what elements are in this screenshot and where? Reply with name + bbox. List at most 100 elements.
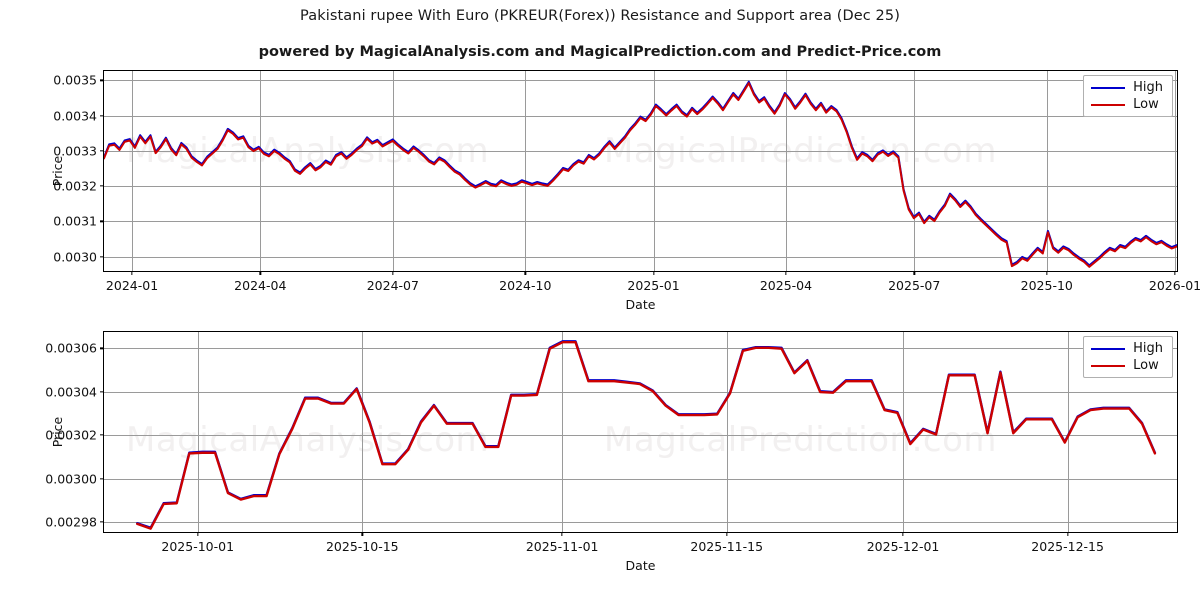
upper-chart-axes: MagicalAnalysis.com MagicalPrediction.co… [50,70,1200,312]
legend-label-low-lower: Low [1133,358,1159,373]
page-subtitle: powered by MagicalAnalysis.com and Magic… [258,44,942,60]
gridline-vertical [525,71,527,271]
upper-yaxis-label: Price [49,155,65,187]
gridline-horizontal [104,348,1177,350]
ytick-label: 0.0032 [53,178,97,194]
gridline-vertical [562,332,564,532]
legend-label-high-lower: High [1133,341,1163,356]
xtick-mark [392,271,394,275]
ytick-mark [100,220,104,222]
xtick-label: 2025-07 [888,278,941,293]
ytick-label: 0.00300 [45,471,97,487]
ytick-label: 0.00306 [45,340,97,356]
ytick-label: 0.00302 [45,427,97,443]
legend-swatch-low [1091,103,1126,106]
xtick-mark [524,271,526,275]
ytick-label: 0.00298 [45,514,97,530]
legend-swatch-high-lower [1091,347,1126,350]
gridline-vertical [392,71,394,271]
upper-chart-plot [104,71,1177,273]
ytick-mark [100,347,104,349]
xtick-label: 2025-04 [759,278,813,293]
xtick-label: 2024-07 [366,278,419,293]
legend-row-high: High [1091,81,1163,94]
lower-chart-plot [104,332,1177,534]
gridline-horizontal [104,80,1177,82]
gridline-horizontal [104,391,1177,393]
ytick-label: 0.0034 [53,108,97,124]
lower-yaxis-label: Price [49,416,65,448]
lower-chart-legend: High Low [1083,336,1173,378]
xtick-label: 2025-12-15 [1031,539,1104,554]
xtick-mark [361,532,363,536]
xtick-mark [1046,271,1048,275]
legend-row-low: Low [1091,98,1163,111]
legend-row-high-lower: High [1091,342,1163,355]
legend-label-high: High [1133,80,1163,95]
xtick-mark [785,271,787,275]
lower-xaxis-label: Date [625,558,656,573]
lower-chart-axes: MagicalAnalysis.com MagicalPrediction.co… [45,331,1178,573]
xtick-label: 2025-11-01 [525,539,599,554]
ytick-label: 0.0031 [53,213,97,229]
ytick-mark [100,391,104,393]
xtick-mark [1174,271,1176,275]
gridline-horizontal [104,256,1177,258]
xtick-mark [652,271,655,275]
gridline-vertical [132,71,134,271]
ytick-mark [100,185,104,187]
xtick-label: 2025-10-01 [161,539,235,554]
xtick-mark [259,271,261,275]
ytick-mark [100,79,104,81]
gridline-vertical [726,332,728,532]
ytick-mark [100,255,104,258]
series-line-low [137,342,1155,528]
xtick-mark [726,532,728,536]
ytick-mark [100,434,104,436]
series-line-high [104,82,1177,266]
ytick-mark [100,477,104,480]
ytick-label: 0.0035 [53,72,97,88]
legend-swatch-high [1091,86,1126,89]
legend-swatch-low-lower [1091,364,1126,367]
ytick-mark [100,521,104,523]
xtick-label: 2024-04 [234,278,287,293]
gridline-vertical [903,332,905,532]
ytick-label: 0.0033 [53,143,97,159]
xtick-label: 2025-10 [1020,278,1073,293]
gridline-vertical [260,71,262,271]
page-title: Pakistani rupee With Euro (PKREUR(Forex)… [300,8,900,24]
xtick-label: 2025-12-01 [866,539,940,554]
gridline-horizontal [104,522,1177,524]
xtick-mark [131,271,133,275]
ytick-label: 0.00304 [45,384,97,400]
gridline-horizontal [104,186,1177,188]
xtick-mark [1066,532,1069,536]
gridline-vertical [914,71,916,271]
ytick-mark [100,114,104,117]
gridline-horizontal [104,221,1177,223]
gridline-vertical [362,332,364,532]
ytick-label: 0.0030 [53,249,97,265]
gridline-vertical [1067,332,1069,532]
xtick-label: 2025-01 [627,278,680,293]
gridline-vertical [197,332,199,532]
gridline-vertical [785,71,787,271]
gridline-horizontal [104,478,1177,480]
legend-label-low: Low [1133,97,1159,112]
gridline-vertical [653,71,655,271]
xtick-mark [197,532,199,536]
xtick-mark [902,532,904,536]
xtick-label: 2024-01 [105,278,159,293]
xtick-label: 2025-10-15 [325,539,399,554]
upper-chart-legend: High Low [1083,75,1173,117]
xtick-mark [913,271,915,275]
gridline-vertical [1046,71,1048,271]
ytick-mark [100,150,104,152]
series-line-low [104,83,1177,267]
lower-chart-gridlines [104,332,1177,532]
gridline-vertical [1175,71,1177,271]
upper-xaxis-label: Date [625,297,656,312]
legend-row-low-lower: Low [1091,359,1163,372]
